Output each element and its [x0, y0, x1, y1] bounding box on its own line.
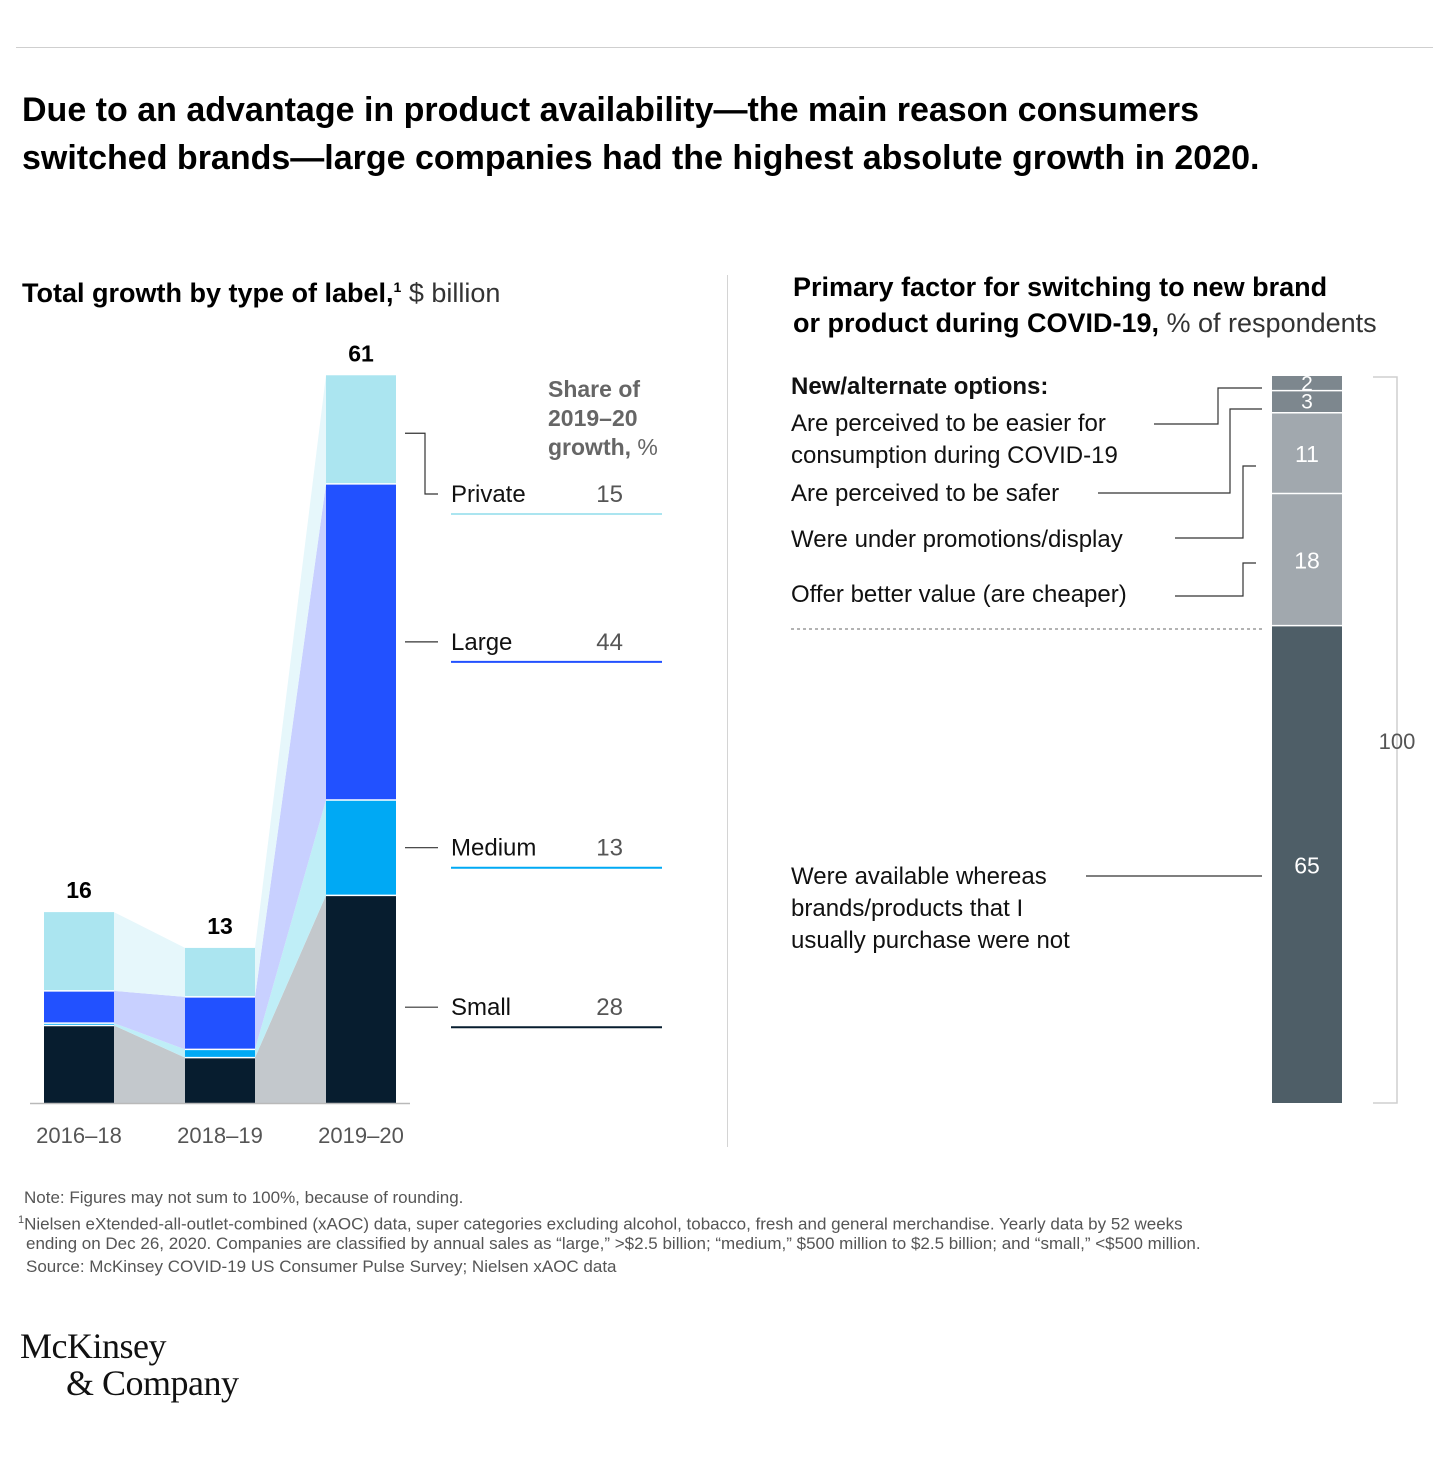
segment-are-perceived-to-be-easier-for-consumpti	[1272, 376, 1342, 391]
segment-value-65: 65	[1294, 852, 1320, 878]
legend-label-private: Private	[451, 481, 526, 508]
legend-share-medium: 13	[596, 835, 623, 862]
total-label-2019-20: 61	[348, 340, 374, 366]
total-value-label: 100	[1379, 729, 1416, 754]
bar-private-2018-19	[185, 947, 255, 997]
logo-line-2: & Company	[66, 1363, 239, 1403]
segment-value-11: 11	[1295, 441, 1319, 467]
legend-share-private: 15	[596, 481, 623, 508]
share-header-line-2: 2019–20	[548, 405, 638, 431]
segment-were-available-whereas-brands-products-t	[1272, 625, 1342, 1103]
segment-are-perceived-to-be-safer	[1272, 390, 1342, 413]
bar-small-2018-19	[185, 1057, 255, 1103]
top-rule	[16, 47, 1433, 48]
growth-stacked-bar-chart: 16 2016–18 13 2018–19 61 2019–20 Share of 2019–…	[30, 340, 662, 1148]
bar-large-2016-18	[44, 990, 114, 1024]
bar-small-2016-18	[44, 1025, 114, 1103]
factor-label-5-line-2: consumption during COVID-19	[791, 442, 1118, 469]
headline-line-1: Due to an advantage in product availabil…	[22, 91, 1200, 129]
band-private-2	[255, 375, 326, 997]
x-tick-label-2018-19: 2018–19	[177, 1123, 263, 1148]
bar-medium-2019-20	[326, 799, 396, 896]
right-title-line-2: or product during COVID-19,	[793, 308, 1160, 338]
right-title-unit: % of respondents	[1159, 308, 1377, 338]
footnote-1-line-1: Nielsen eXtended-all-outlet-combined (xA…	[24, 1214, 1183, 1234]
segment-value-3: 3	[1301, 391, 1313, 414]
left-title-bold: Total growth by type of label,	[22, 278, 394, 308]
factor-leader-4	[1098, 408, 1262, 494]
left-title-unit: $ billion	[401, 278, 501, 308]
factor-label-1-line-3: usually purchase were not	[791, 927, 1070, 954]
factor-label-1-line-1: Were available whereas	[791, 863, 1047, 890]
factor-label-2-line-1: Offer better value (are cheaper)	[791, 581, 1127, 608]
right-chart-title: Primary factor for switching to new bran…	[793, 269, 1377, 341]
source-line: Source: McKinsey COVID-19 US Consumer Pu…	[26, 1257, 617, 1276]
bar-private-2019-20	[326, 375, 396, 484]
headline-line-2: switched brands—large companies had the …	[22, 139, 1260, 177]
band-large-1	[114, 990, 185, 1050]
legend-leader-private	[405, 432, 438, 495]
legend-label-large: Large	[451, 629, 512, 656]
total-bracket	[1373, 376, 1398, 1104]
bar-large-2018-19	[185, 996, 255, 1050]
legend-share-small: 28	[596, 994, 623, 1021]
factor-label-1-line-2: brands/products that I	[791, 895, 1023, 922]
band-large-2	[255, 483, 326, 1050]
share-header-line-3: growth, %	[548, 434, 658, 460]
share-header-line-1: Share of	[548, 376, 640, 402]
share-header-unit: %	[631, 434, 658, 460]
segment-offer-better-value-are-cheaper	[1272, 493, 1342, 626]
legend-label-small: Small	[451, 994, 511, 1021]
segment-were-under-promotions-display	[1272, 412, 1342, 494]
band-private-1	[114, 912, 185, 997]
bar-medium-2016-18	[44, 1023, 114, 1026]
mckinsey-logo: McKinsey & Company	[20, 1328, 239, 1402]
bar-private-2016-18	[44, 912, 114, 991]
segment-value-2: 2	[1301, 372, 1313, 395]
factor-label-4-line-1: Are perceived to be safer	[791, 480, 1059, 507]
note-line: Note: Figures may not sum to 100%, becau…	[24, 1188, 464, 1207]
bar-medium-2018-19	[185, 1049, 255, 1058]
bar-small-2019-20	[326, 895, 396, 1103]
factor-leader-5	[1154, 387, 1262, 425]
factor-label-5-line-1: Are perceived to be easier for	[791, 410, 1106, 437]
footnote-1: 1Nielsen eXtended-all-outlet-combined (x…	[18, 1209, 1183, 1236]
bar-large-2019-20	[326, 483, 396, 800]
options-header: New/alternate options:	[791, 373, 1048, 400]
factor-leader-2	[1175, 562, 1256, 597]
band-medium-1	[114, 1023, 185, 1058]
headline: Due to an advantage in product availabil…	[22, 86, 1422, 182]
total-label-2016-18: 16	[66, 877, 92, 903]
x-tick-label-2019-20: 2019–20	[318, 1123, 404, 1148]
left-title-footnote-marker: 1	[393, 279, 402, 295]
segment-value-18: 18	[1294, 548, 1320, 574]
x-tick-label-2016-18: 2016–18	[36, 1123, 122, 1148]
legend-share-large: 44	[596, 629, 623, 656]
footnote-marker: 1	[18, 1214, 25, 1226]
legend-label-medium: Medium	[451, 835, 536, 862]
footnote-1-line-2: ending on Dec 26, 2020. Companies are cl…	[26, 1234, 1201, 1253]
right-title-line-1: Primary factor for switching to new bran…	[793, 272, 1328, 302]
total-label-2018-19: 13	[207, 913, 233, 939]
band-small-1	[114, 1025, 185, 1103]
switching-factor-bar-chart: 65 18 11 32 100 New/alternate options: Were av…	[791, 372, 1416, 1104]
logo-line-1: McKinsey	[20, 1326, 166, 1366]
band-medium-2	[255, 799, 326, 1058]
panel-divider	[727, 275, 728, 1147]
left-chart-title: Total growth by type of label,1 $ billio…	[22, 269, 500, 311]
band-small-2	[255, 895, 326, 1103]
factor-label-3-line-1: Were under promotions/display	[791, 526, 1123, 553]
factor-leader-3	[1175, 465, 1256, 539]
